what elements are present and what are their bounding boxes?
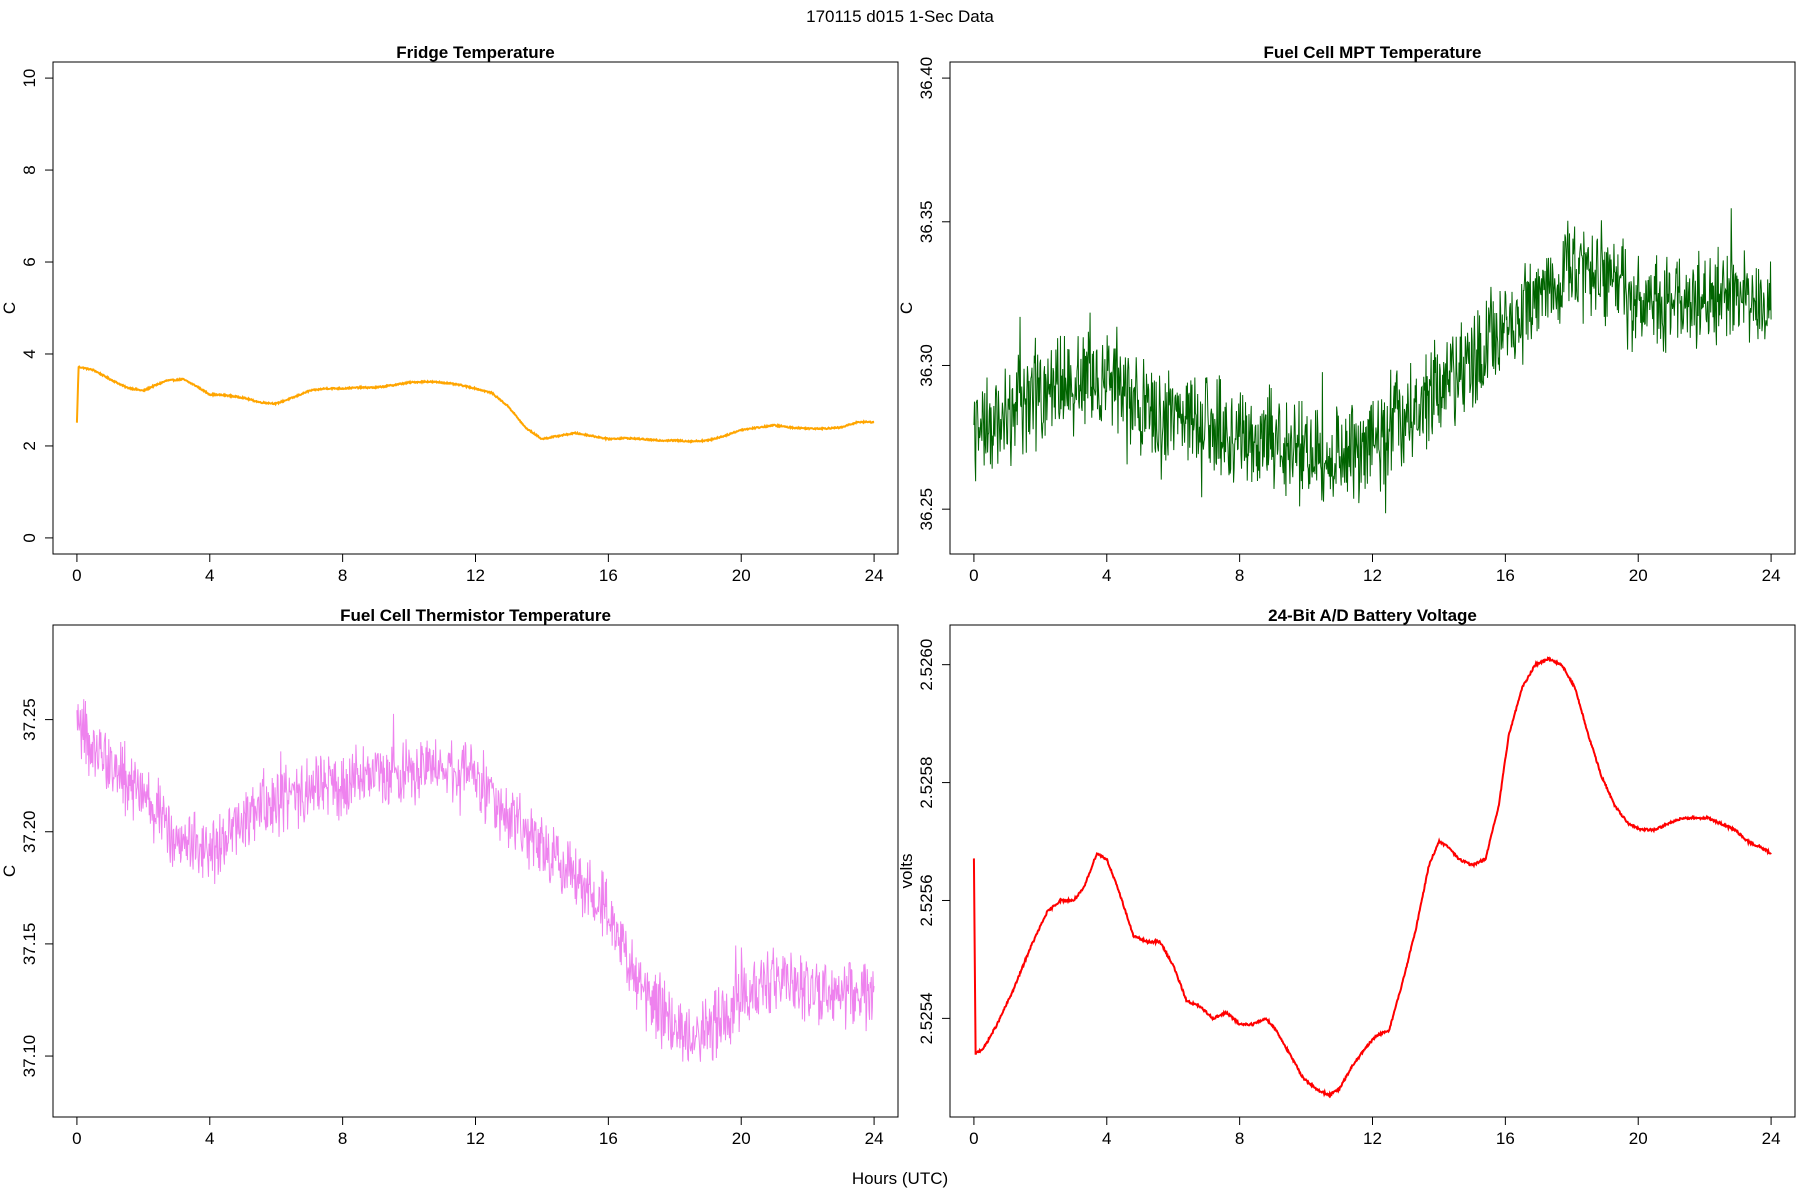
y-tick-label: 37.25 [20, 698, 39, 741]
panel-battery: 24-Bit A/D Battery Voltage volts 0 4 8 12 16 20… [897, 606, 1796, 1148]
x-tick-label: 0 [72, 566, 81, 585]
y-tick-label: 2.5260 [917, 639, 936, 691]
y-tick-label: 37.10 [20, 1035, 39, 1078]
y-tick-label: 2.5256 [917, 874, 936, 926]
x-tick-label: 16 [599, 566, 618, 585]
x-tick-label: 4 [1102, 1129, 1111, 1148]
x-tick-label: 24 [865, 1129, 884, 1148]
main-title: 170115 d015 1-Sec Data [806, 7, 994, 26]
y-tick-label: 37.20 [20, 810, 39, 853]
plot-frame [949, 624, 1796, 1118]
y-tick-label: 8 [20, 165, 39, 174]
y-tick-label: 6 [20, 257, 39, 266]
x-tick-label: 12 [1363, 566, 1382, 585]
y-tick-label: 0 [20, 533, 39, 542]
x-tick-label: 20 [1629, 1129, 1648, 1148]
x-tick-label: 4 [1102, 566, 1111, 585]
y-tick-label: 36.30 [917, 344, 936, 387]
panel-fuel_mpt: Fuel Cell MPT Temperature C 0 4 8 12 16 20 24 36.… [897, 43, 1796, 585]
plot-frame [52, 61, 899, 555]
x-tick-label: 20 [732, 1129, 751, 1148]
x-tick-label: 4 [205, 1129, 214, 1148]
y-tick-label: 36.25 [917, 488, 936, 531]
plot-frame [52, 624, 899, 1118]
series-line [75, 365, 875, 444]
y-tick-label: 4 [20, 349, 39, 358]
x-tick-label: 8 [338, 1129, 347, 1148]
x-tick-label: 20 [732, 566, 751, 585]
x-tick-label: 0 [72, 1129, 81, 1148]
x-tick-label: 8 [1235, 1129, 1244, 1148]
x-tick-label: 20 [1629, 566, 1648, 585]
x-tick-label: 0 [969, 566, 978, 585]
y-tick-label: 36.40 [917, 57, 936, 100]
panel-title: 24-Bit A/D Battery Voltage [1268, 606, 1477, 625]
plot-frame [949, 61, 1796, 555]
y-tick-label: 36.35 [917, 201, 936, 244]
x-tick-label: 24 [865, 566, 884, 585]
series-line [76, 699, 875, 1063]
y-tick-label: 2.5258 [917, 757, 936, 809]
panel-fuel_therm: Fuel Cell Thermistor Temperature C 0 4 8 12 16… [0, 606, 899, 1148]
x-tick-label: 12 [1363, 1129, 1382, 1148]
y-axis-label: C [0, 865, 19, 877]
y-axis-label: volts [897, 854, 916, 889]
y-tick-label: 2.5254 [917, 992, 936, 1044]
y-axis-label: C [897, 302, 916, 314]
y-axis-label: C [0, 302, 19, 314]
x-tick-label: 24 [1762, 1129, 1781, 1148]
y-tick-label: 37.15 [20, 923, 39, 966]
panel-title: Fuel Cell Thermistor Temperature [340, 606, 611, 625]
x-axis-label: Hours (UTC) [852, 1169, 948, 1188]
series-line [972, 656, 1772, 1099]
y-tick-label: 2 [20, 441, 39, 450]
y-tick-label: 10 [20, 69, 39, 88]
x-tick-label: 12 [466, 1129, 485, 1148]
x-tick-label: 16 [599, 1129, 618, 1148]
panel-title: Fridge Temperature [396, 43, 554, 62]
panel-title: Fuel Cell MPT Temperature [1264, 43, 1482, 62]
x-tick-label: 4 [205, 566, 214, 585]
x-tick-label: 12 [466, 566, 485, 585]
x-tick-label: 8 [1235, 566, 1244, 585]
x-tick-label: 24 [1762, 566, 1781, 585]
x-tick-label: 0 [969, 1129, 978, 1148]
x-tick-label: 8 [338, 566, 347, 585]
series-line [973, 208, 1772, 514]
x-tick-label: 16 [1496, 566, 1515, 585]
x-tick-label: 16 [1496, 1129, 1515, 1148]
